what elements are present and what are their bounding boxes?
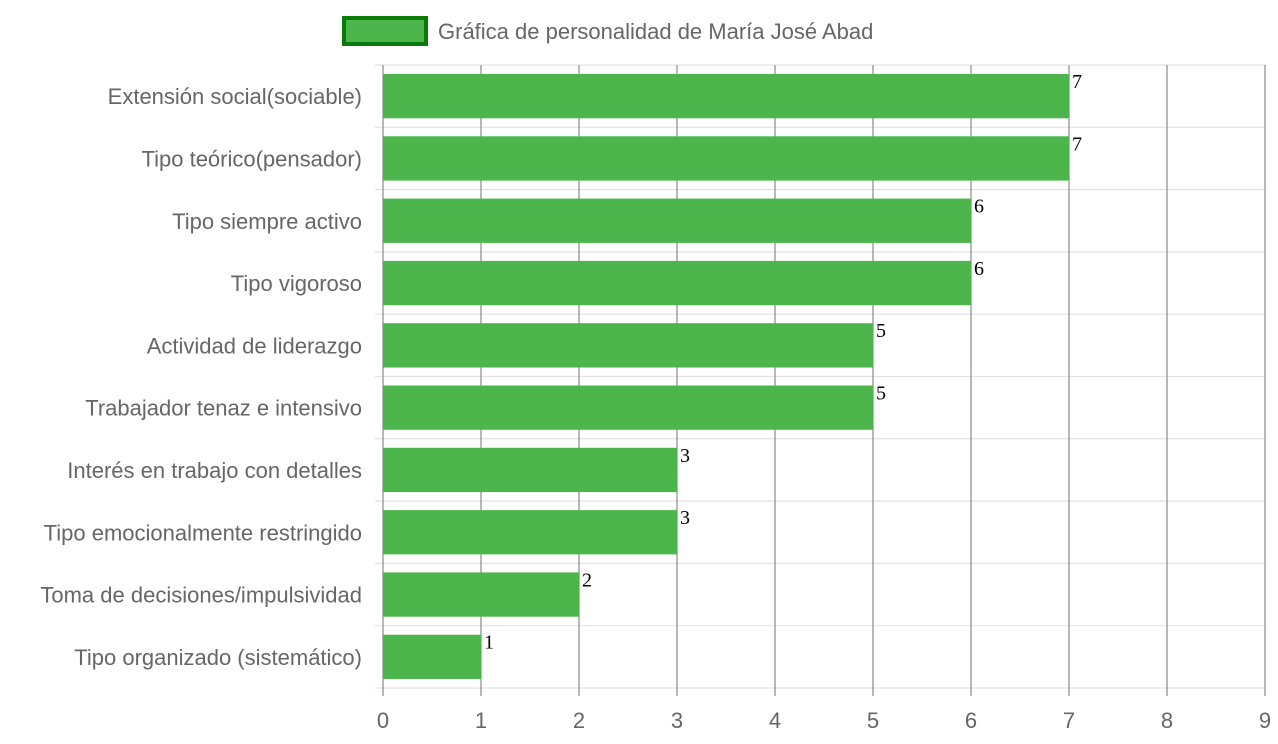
data-label: 3 [680,507,690,529]
data-label: 6 [974,196,984,218]
data-label: 1 [484,632,494,654]
category-label: Trabajador tenaz e intensivo [85,396,362,421]
category-label: Actividad de liderazgo [147,333,362,358]
data-label: 7 [1072,133,1082,155]
data-labels: 7 7 6 6 5 5 3 3 2 1 [484,71,1082,654]
x-tick-label: 4 [769,708,781,733]
x-tick-label: 5 [867,708,879,733]
category-label: Tipo emocionalmente restringido [44,520,362,545]
x-tick-label: 0 [377,708,389,733]
bar[interactable] [383,74,1069,119]
legend-swatch [342,16,428,46]
data-label: 2 [582,569,592,591]
data-label: 5 [876,383,886,405]
data-label: 3 [680,445,690,467]
x-tick-label: 3 [671,708,683,733]
category-label: Extensión social(sociable) [108,84,362,109]
bar[interactable] [383,634,481,679]
legend-label: Gráfica de personalidad de María José Ab… [438,19,873,44]
bar[interactable] [383,447,677,493]
category-label: Tipo vigoroso [231,271,362,296]
data-label: 6 [974,258,984,280]
x-tick-label: 6 [965,708,977,733]
x-axis-tick-labels: 0 1 2 3 4 5 6 7 8 9 [377,708,1271,733]
bars [383,74,1069,679]
bar[interactable] [383,385,873,430]
bar[interactable] [383,323,873,368]
data-label: 5 [876,320,886,342]
chart-legend[interactable]: Gráfica de personalidad de María José Ab… [342,16,873,46]
data-label: 7 [1072,71,1082,93]
category-label: Interés en trabajo con detalles [67,458,362,483]
category-label: Tipo teórico(pensador) [141,146,362,171]
bar[interactable] [383,198,971,243]
x-tick-label: 9 [1259,708,1271,733]
x-tick-label: 2 [573,708,585,733]
x-tick-label: 7 [1063,708,1075,733]
bar[interactable] [383,510,677,555]
category-label: Tipo siempre activo [172,209,362,234]
bar[interactable] [383,136,1069,181]
category-labels: Extensión social(sociable) Tipo teórico(p… [40,84,362,670]
bar[interactable] [383,260,971,306]
category-label: Tipo organizado (sistemático) [74,645,362,670]
category-label: Toma de decisiones/impulsividad [40,583,362,608]
x-tick-label: 1 [475,708,487,733]
x-tick-label: 8 [1161,708,1173,733]
bar[interactable] [383,572,579,617]
